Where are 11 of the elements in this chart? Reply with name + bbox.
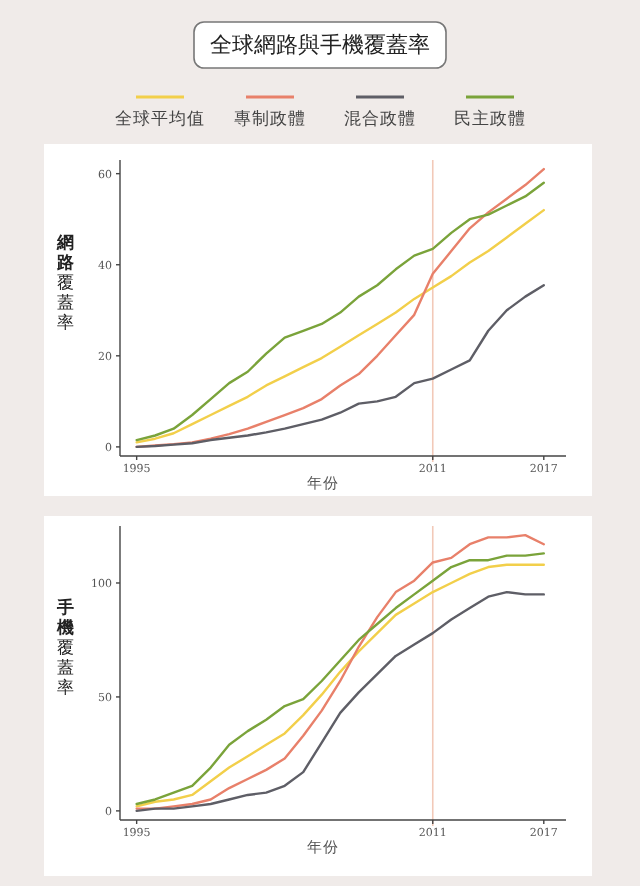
y-axis-title: 網路覆蓋率 — [55, 232, 75, 334]
legend-label: 民主政體 — [454, 108, 526, 130]
chart-title: 全球網路與手機覆蓋率 — [210, 32, 430, 58]
legend-label: 全球平均值 — [115, 108, 205, 130]
legend-item: 專制政體 — [234, 95, 306, 130]
legend-item: 全球平均值 — [115, 95, 205, 130]
y-axis-title: 手機覆蓋率 — [55, 597, 75, 699]
legend-label: 專制政體 — [234, 108, 306, 130]
legend-label: 混合政體 — [344, 108, 416, 130]
legend-item: 民主政體 — [454, 95, 526, 130]
legend-item: 混合政體 — [344, 95, 416, 130]
